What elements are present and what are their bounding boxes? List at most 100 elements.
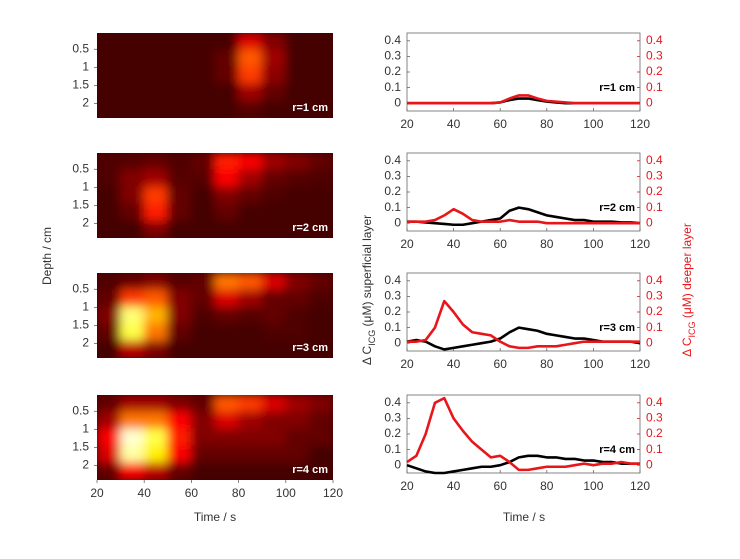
heatmap-cell <box>190 186 216 205</box>
heatmap-cell <box>261 340 287 358</box>
heatmap-cell <box>238 445 263 464</box>
panel-label: r=1 cm <box>599 82 635 94</box>
heatmap-cell <box>238 203 263 222</box>
heatmap-cell <box>190 100 216 118</box>
heatmap-cell <box>261 220 287 238</box>
heatmap-cell <box>143 49 169 68</box>
y-tick-label: 0 <box>394 215 401 229</box>
heatmap-cell <box>238 395 263 413</box>
panel-label: r=4 cm <box>292 464 328 476</box>
heatmap-cell <box>97 33 122 51</box>
heatmap-cell <box>120 220 145 238</box>
heatmap-cell <box>261 445 287 464</box>
y-tick-label: 0.4 <box>384 153 401 167</box>
x-tick-label: 40 <box>447 479 461 493</box>
heatmap-cell <box>167 306 192 325</box>
heatmap-cells <box>97 395 333 480</box>
heatmap-cell <box>167 445 192 464</box>
x-tick-label: 80 <box>540 479 554 493</box>
y-tick-label: 0 <box>394 95 401 109</box>
heatmap-cell <box>261 395 287 413</box>
heatmap-cell <box>308 411 333 430</box>
y2-tick-label: 0.4 <box>646 273 663 287</box>
heatmap-cell <box>285 445 310 464</box>
x-tick-label: 40 <box>138 486 152 500</box>
heatmap-cell <box>238 220 263 238</box>
y2-tick-label: 0.2 <box>646 64 663 78</box>
heatmap-cell <box>143 340 169 358</box>
heatmap <box>97 273 333 358</box>
heatmap-cell <box>167 66 192 85</box>
heatmap-cell <box>190 395 216 413</box>
heatmap-cell <box>285 428 310 447</box>
heatmap-cell <box>167 100 192 118</box>
y-tick-label: 0.2 <box>384 64 401 78</box>
heatmap-cell <box>167 340 192 358</box>
heatmap-cell <box>308 100 333 118</box>
x-tick-label: 40 <box>447 237 461 251</box>
y2-tick-label: 0 <box>646 335 653 349</box>
heatmap-cell <box>97 411 122 430</box>
heatmap-cell <box>261 411 287 430</box>
heatmap-cell <box>214 33 240 51</box>
y-tick-label: 0.1 <box>384 200 401 214</box>
heatmap-cell <box>308 395 333 413</box>
heatmap-cell <box>261 100 287 118</box>
heatmap-cell <box>97 66 122 85</box>
heatmap-cell <box>261 186 287 205</box>
heatmap-cell <box>238 323 263 342</box>
heatmap-cell <box>261 462 287 480</box>
heatmap-cell <box>285 169 310 188</box>
y-tick-label: 2 <box>82 216 89 230</box>
y2-tick-label: 0.1 <box>646 320 663 334</box>
heatmap-cell <box>214 49 240 68</box>
y-tick-label: 0.5 <box>72 281 89 295</box>
heatmap-cell <box>261 323 287 342</box>
heatmap-cell <box>285 273 310 291</box>
heatmap-cell <box>143 289 169 308</box>
x-tick-label: 100 <box>583 479 603 493</box>
heatmap-cell <box>190 273 216 291</box>
y-tick-label: 0.1 <box>384 320 401 334</box>
heatmap-cell <box>214 169 240 188</box>
x-axis-label: Time / s <box>503 510 545 524</box>
heatmap-cell <box>190 306 216 325</box>
y2-axis-label: Δ CICG (μM) deeper layer <box>680 223 697 357</box>
heatmap-cell <box>261 289 287 308</box>
heatmap-cell <box>97 153 122 171</box>
heatmap-cell <box>120 323 145 342</box>
heatmap-cell <box>261 83 287 102</box>
label-part: (μM) superficial layer <box>360 215 374 330</box>
heatmap-cell <box>308 289 333 308</box>
heatmap-cell <box>120 66 145 85</box>
heatmap-cell <box>214 273 240 291</box>
heatmap-cell <box>190 169 216 188</box>
series-line <box>407 299 640 350</box>
heatmap-cell <box>167 169 192 188</box>
y2-tick-label: 0.3 <box>646 49 663 63</box>
y-tick-label: 1 <box>82 180 89 194</box>
label-part: Δ C <box>680 337 694 357</box>
heatmap-cell <box>190 289 216 308</box>
heatmap-cell <box>143 323 169 342</box>
heatmap-cell <box>261 203 287 222</box>
y2-tick-label: 0 <box>646 215 653 229</box>
heatmap-cell <box>285 462 310 480</box>
heatmap-cell <box>120 83 145 102</box>
heatmap-cell <box>143 83 169 102</box>
plot-frame <box>406 152 641 232</box>
heatmap-cell <box>190 33 216 51</box>
y-tick-label: 2 <box>82 336 89 350</box>
heatmap-cell <box>167 33 192 51</box>
x-tick-label: 20 <box>90 486 104 500</box>
y-tick-label: 0.5 <box>72 161 89 175</box>
heatmap-cell <box>143 445 169 464</box>
heatmap-cell <box>120 186 145 205</box>
y-tick-label: 0.5 <box>72 403 89 417</box>
heatmap-cell <box>120 49 145 68</box>
x-tick-label: 40 <box>447 117 461 131</box>
x-tick-label: 80 <box>232 486 246 500</box>
label-part: (μM) deeper layer <box>680 223 694 321</box>
heatmap-cell <box>120 169 145 188</box>
x-tick-label: 120 <box>630 117 650 131</box>
